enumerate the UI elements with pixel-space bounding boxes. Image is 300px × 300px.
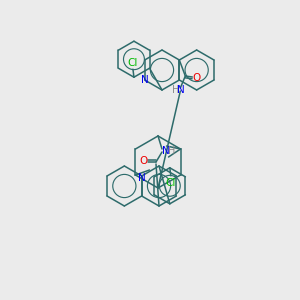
Text: Cl: Cl (128, 58, 138, 68)
Text: H: H (168, 146, 176, 156)
Text: N: N (162, 146, 170, 156)
Text: N: N (138, 173, 146, 183)
Text: Cl: Cl (166, 178, 176, 188)
Text: N: N (177, 85, 185, 95)
Text: O: O (192, 73, 200, 83)
Text: O: O (139, 156, 147, 166)
Text: N: N (141, 75, 148, 85)
Text: H: H (172, 85, 179, 95)
